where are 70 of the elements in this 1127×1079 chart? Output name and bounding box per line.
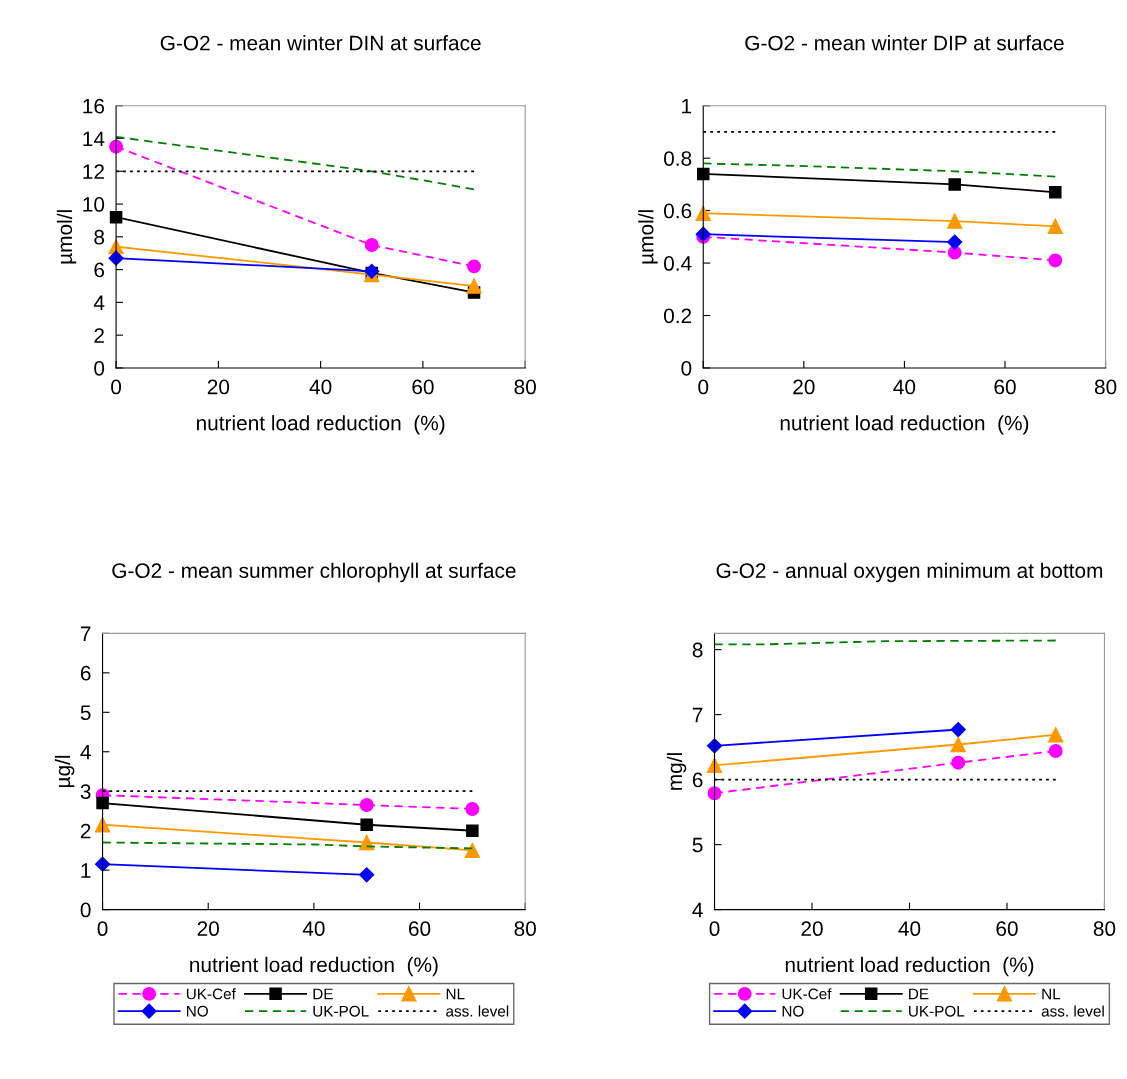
x-axis-title: nutrient load reduction (%) — [780, 415, 1029, 435]
x-tick-label: 80 — [1093, 921, 1116, 937]
y-axis-title: µmol/l — [638, 210, 658, 264]
y-tick-label: 0 — [80, 902, 91, 918]
x-tick-label: 60 — [996, 921, 1018, 937]
chart-title: G-O2 - annual oxygen minimum at bottom — [716, 562, 1103, 583]
legend-label: UK-Cef — [186, 988, 236, 1000]
x-tick-label: 40 — [302, 921, 325, 937]
y-tick-label: 2 — [80, 823, 91, 839]
x-tick-label: 60 — [994, 379, 1016, 395]
x-tick-label: 40 — [898, 921, 921, 937]
y-tick-label: 0.8 — [663, 151, 692, 166]
x-tick-label: 80 — [514, 379, 536, 395]
legend-label: NO — [187, 1005, 208, 1017]
chart-title: G-O2 - mean winter DIP at surface — [745, 35, 1064, 51]
y-tick-label: 5 — [80, 705, 91, 721]
legend-label: NL — [1042, 988, 1061, 1000]
y-tick-label: 6 — [692, 772, 703, 788]
x-tick-label: 20 — [207, 379, 230, 395]
x-tick-label: 40 — [893, 379, 916, 395]
x-tick-label: 0 — [111, 379, 122, 395]
legend-label: ass. level — [446, 1005, 509, 1017]
y-tick-label: 0 — [94, 360, 105, 376]
x-tick-label: 20 — [793, 379, 815, 395]
y-tick-label: 5 — [692, 837, 703, 853]
x-tick-label: 80 — [1094, 379, 1117, 395]
y-tick-label: 4 — [80, 744, 91, 760]
x-axis-title: nutrient load reduction (%) — [196, 415, 445, 435]
legend-label: NO — [782, 1005, 804, 1017]
legend-label: UK-POL — [909, 1005, 965, 1017]
y-tick-label: 0.2 — [663, 308, 692, 324]
y-tick-label: 0 — [681, 360, 692, 376]
y-tick-label: 12 — [83, 164, 104, 179]
x-tick-label: 20 — [197, 921, 219, 937]
legend-label: NL — [446, 988, 465, 1000]
y-axis-title: µg/l — [54, 755, 75, 788]
y-tick-label: 7 — [80, 626, 91, 641]
y-tick-label: 1 — [81, 863, 91, 878]
legend-label: DE — [313, 988, 333, 1000]
legend-label: UK-Cef — [782, 988, 832, 1000]
x-tick-label: 40 — [309, 379, 332, 395]
x-axis-title: nutrient load reduction (%) — [785, 956, 1034, 977]
y-tick-label: 14 — [83, 131, 105, 147]
y-tick-label: 4 — [93, 295, 105, 310]
y-tick-label: 6 — [80, 665, 91, 681]
y-axis-title: mg/l — [666, 753, 687, 790]
x-tick-label: 0 — [709, 921, 720, 937]
y-tick-label: 6 — [94, 262, 105, 278]
legend-label: ass. level — [1041, 1005, 1104, 1017]
y-tick-label: 0.4 — [663, 256, 692, 271]
x-axis-title: nutrient load reduction (%) — [190, 956, 438, 977]
x-tick-label: 80 — [514, 921, 536, 937]
y-axis-title: µmol/l — [56, 210, 77, 264]
chart-title: G-O2 - mean winter DIN at surface — [160, 35, 481, 51]
y-tick-label: 7 — [692, 707, 703, 723]
legend-label: UK-POL — [313, 1005, 369, 1017]
x-tick-label: 20 — [801, 921, 823, 937]
chart-title: G-O2 - mean summer chlorophyll at surface — [112, 562, 516, 583]
y-tick-label: 2 — [94, 328, 104, 343]
y-tick-label: 10 — [83, 197, 105, 212]
y-tick-label: 3 — [80, 784, 91, 799]
y-tick-label: 16 — [83, 98, 105, 114]
y-tick-label: 8 — [94, 229, 105, 245]
legend-label: DE — [909, 988, 929, 1000]
x-tick-label: 60 — [409, 921, 431, 937]
y-tick-label: 4 — [692, 902, 703, 918]
y-tick-label: 1 — [682, 98, 692, 114]
y-tick-label: 0.6 — [663, 203, 692, 219]
x-tick-label: 60 — [412, 379, 434, 395]
y-tick-label: 8 — [692, 642, 703, 658]
